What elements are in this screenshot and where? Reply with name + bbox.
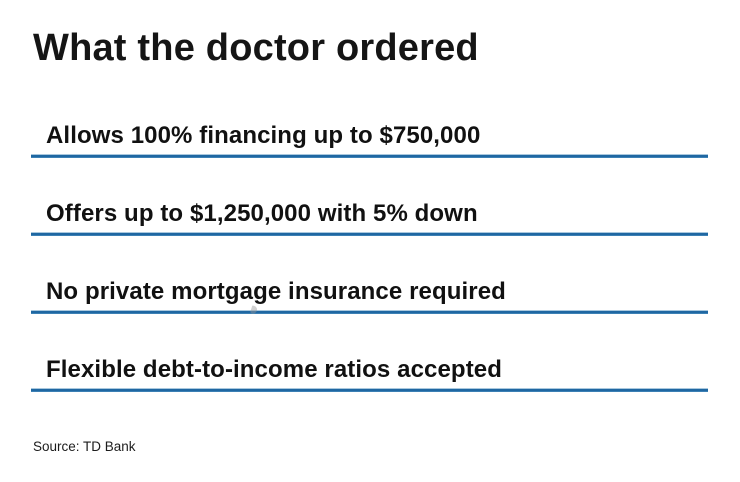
divider-line <box>31 388 708 392</box>
list-item-text: Flexible debt-to-income ratios accepted <box>46 356 502 383</box>
list-item-text: Offers up to $1,250,000 with 5% down <box>46 200 478 227</box>
list-item: Allows 100% financing up to $750,000 <box>31 121 708 158</box>
list-item: Offers up to $1,250,000 with 5% down <box>31 199 708 236</box>
source-note: Source: TD Bank <box>33 439 136 454</box>
list-item: Flexible debt-to-income ratios accepted <box>31 355 708 392</box>
chart-title: What the doctor ordered <box>33 27 479 69</box>
list-item-text: No private mortgage insurance required <box>46 278 506 305</box>
divider-line <box>31 310 708 314</box>
list-item-text: Allows 100% financing up to $750,000 <box>46 122 481 149</box>
list-item: No private mortgage insurance required <box>31 277 708 314</box>
divider-line <box>31 232 708 236</box>
divider-line <box>31 154 708 158</box>
